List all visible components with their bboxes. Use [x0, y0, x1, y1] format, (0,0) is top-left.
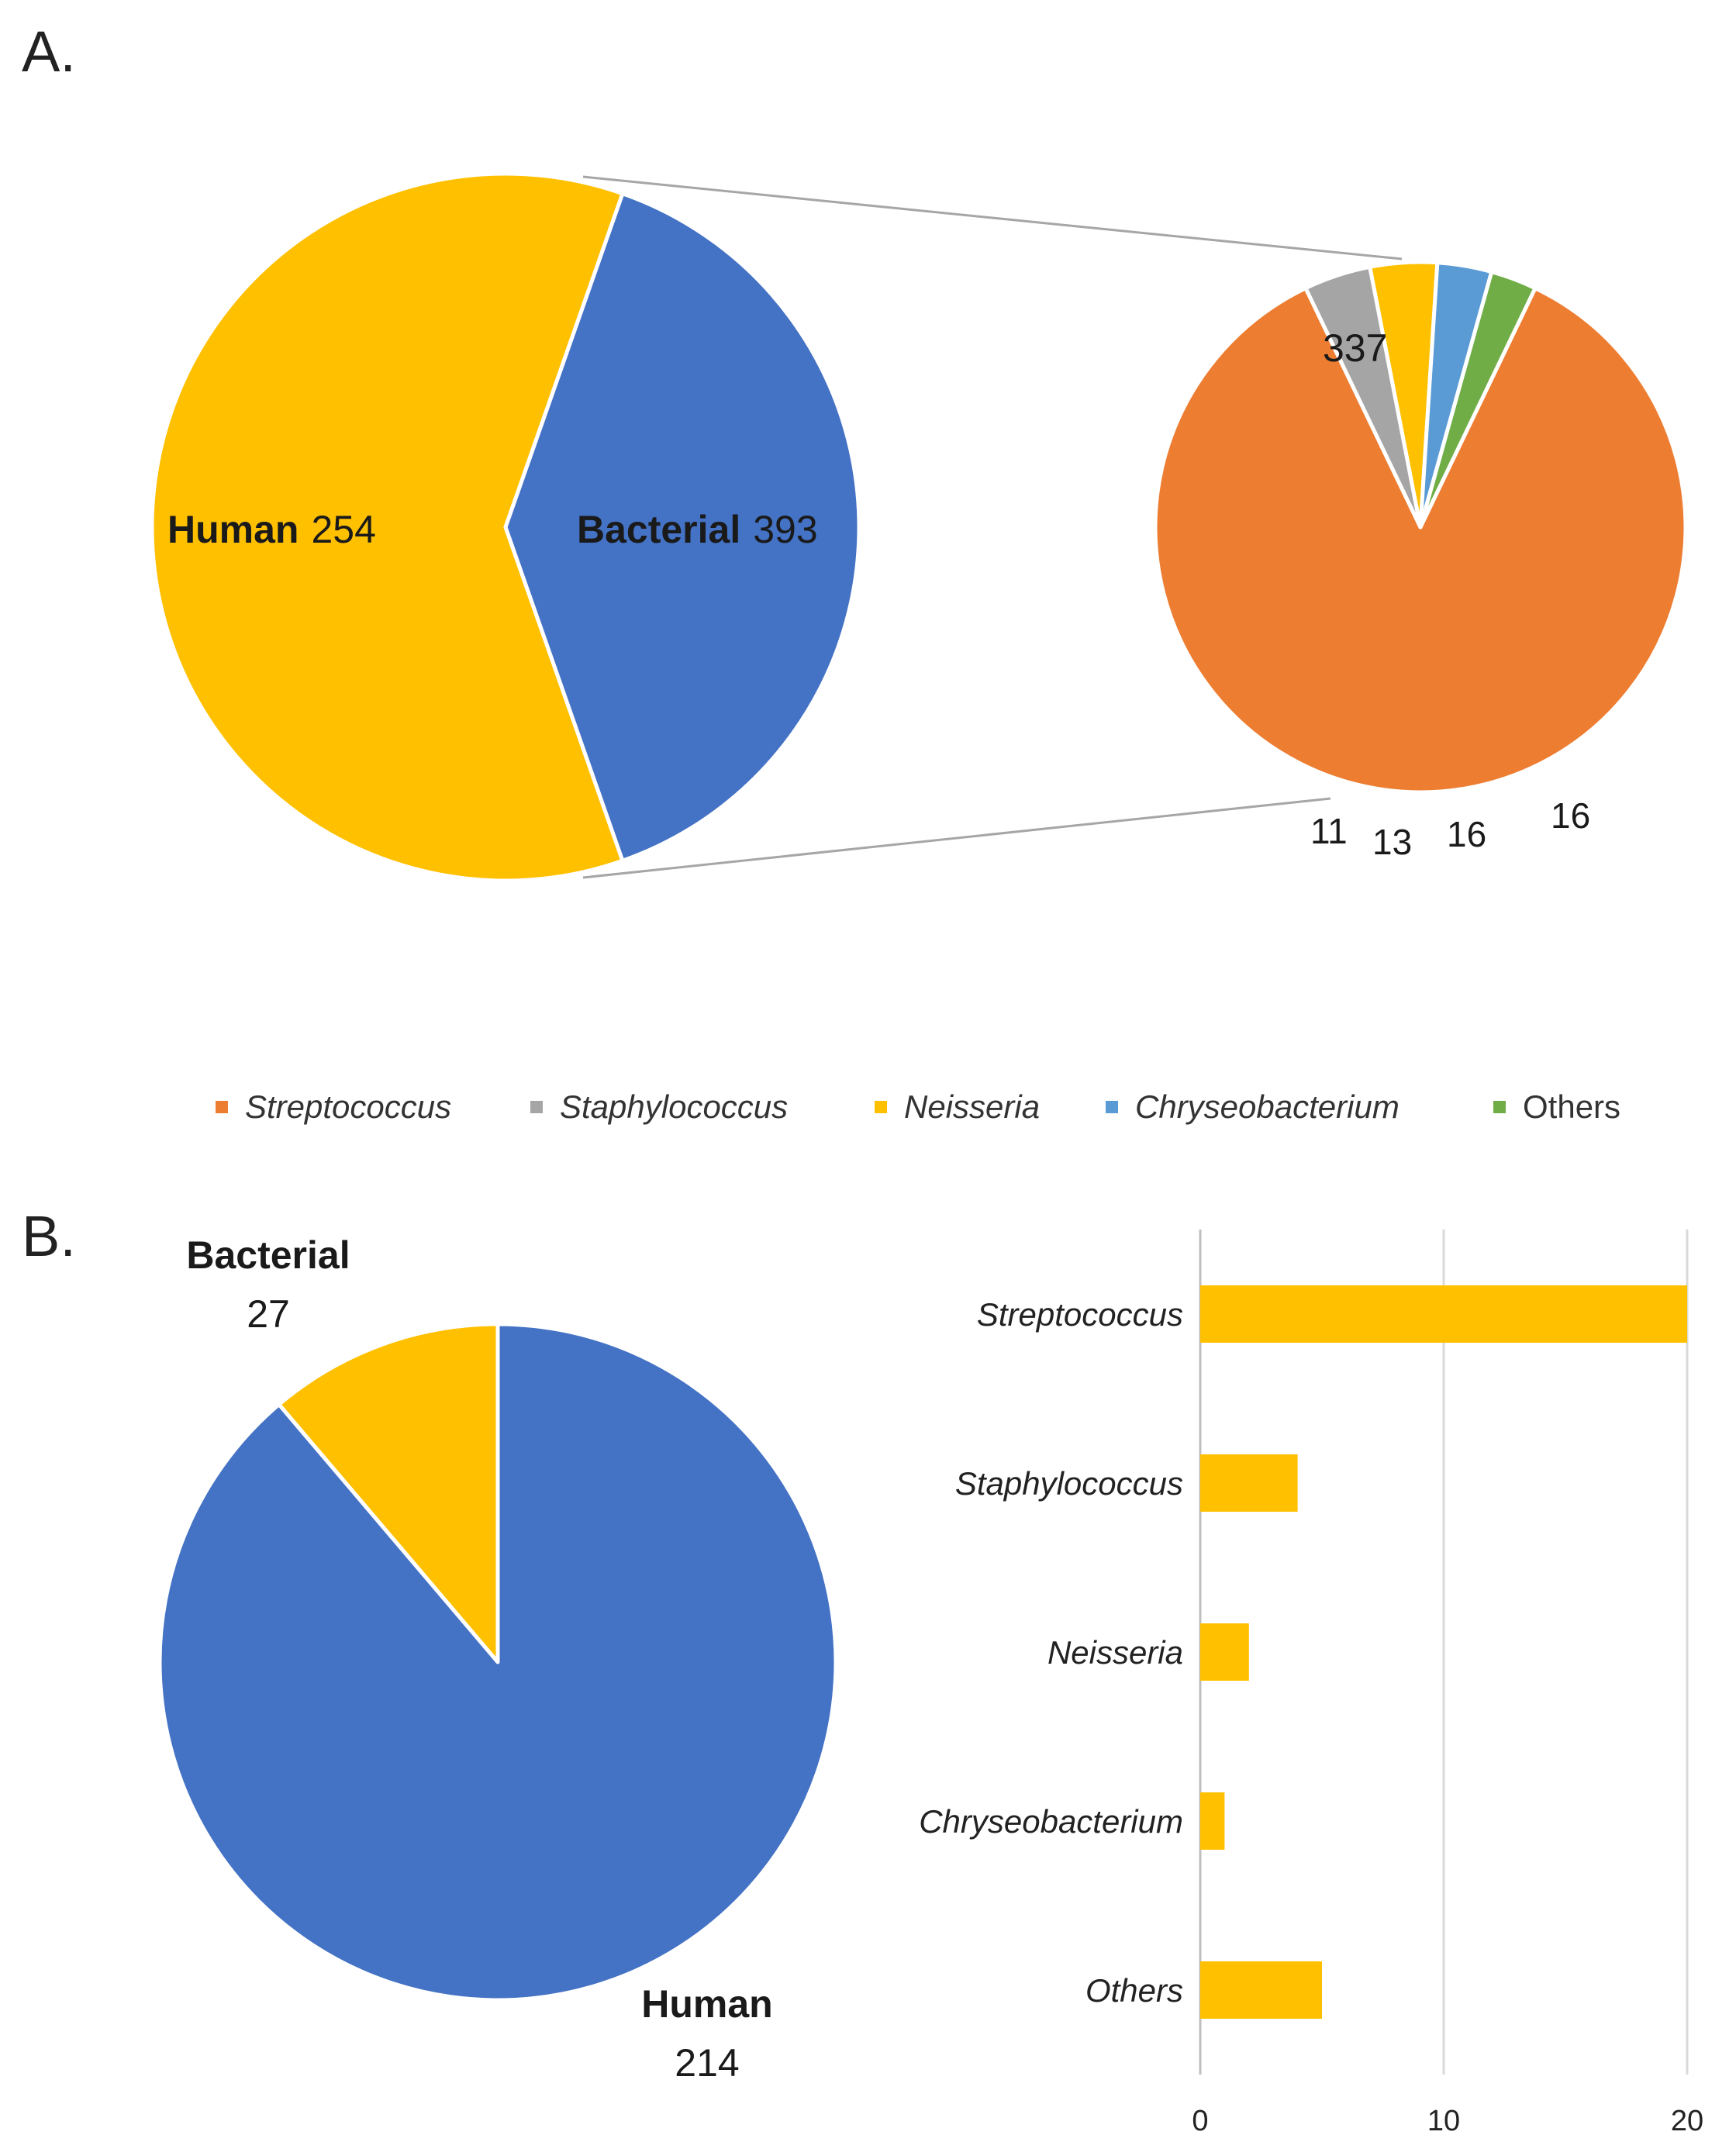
bar-streptococcus	[1200, 1285, 1687, 1343]
bar-chart-b: 0 10 20 Streptococcus Staphylococcus Neisseri…	[919, 1230, 1703, 2137]
pie-a-bacterial-name: Bacterial	[577, 508, 740, 551]
pie-a-bacterial-value: 393	[753, 508, 817, 551]
category-label-staphylococcus: Staphylococcus	[955, 1465, 1183, 1502]
legend-label-neisseria: Neisseria	[904, 1088, 1040, 1125]
pie-a-human-label: Human 254	[167, 508, 376, 551]
pie-b-slice-human	[157, 1322, 838, 2002]
x-tick-label-0: 0	[1192, 2105, 1208, 2137]
legend-swatch-streptococcus	[216, 1101, 228, 1113]
legend-swatch-neisseria	[875, 1101, 887, 1113]
pie-a-bacterial-label: Bacterial 393	[577, 508, 818, 551]
breakdown-others-value: 11	[1310, 811, 1348, 851]
pie-a-breakdown-slice-streptococcus	[1153, 286, 1688, 795]
breakdown-chryseobacterium-value: 13	[1372, 822, 1412, 862]
legend-label-chryseobacterium: Chryseobacterium	[1135, 1088, 1399, 1125]
connector-line-top	[582, 175, 1403, 260]
pie-chart-a-breakdown	[1153, 260, 1688, 795]
pie-a-human-name: Human	[167, 508, 299, 551]
legend-label-staphylococcus: Staphylococcus	[560, 1088, 788, 1125]
pie-a-slice-human	[503, 191, 861, 863]
pie-b-human-name: Human	[641, 1982, 772, 2026]
category-label-others: Others	[1085, 1972, 1183, 2009]
x-tick-label-20: 20	[1671, 2105, 1703, 2137]
panel-label-a: A.	[22, 19, 76, 84]
bar-neisseria	[1200, 1623, 1249, 1681]
category-label-streptococcus: Streptococcus	[977, 1296, 1183, 1333]
pie-a-breakdown-slice-others	[1418, 270, 1538, 529]
bar-chryseobacterium	[1200, 1792, 1225, 1850]
legend-label-others: Others	[1523, 1088, 1620, 1125]
pie-b-human-value: 214	[675, 2041, 739, 2085]
legend: Streptococcus Staphylococcus Neisseria C…	[216, 1088, 1620, 1125]
pie-b-slice-bacterial	[277, 1322, 500, 1664]
category-label-neisseria: Neisseria	[1047, 1634, 1183, 1671]
breakdown-streptococcus-value: 337	[1323, 326, 1387, 370]
breakdown-staphylococcus-value: 16	[1551, 795, 1590, 836]
category-label-chryseobacterium: Chryseobacterium	[919, 1803, 1183, 1840]
x-tick-label-10: 10	[1427, 2105, 1460, 2137]
connector-line-bottom	[582, 797, 1331, 879]
pie-b-bacterial-value: 27	[247, 1292, 290, 1336]
pie-b-bacterial-name: Bacterial	[186, 1233, 350, 1277]
pie-chart-b-main	[157, 1322, 838, 2002]
bar-others	[1200, 1961, 1322, 2019]
panel-label-b: B.	[22, 1204, 76, 1268]
pie-a-human-value: 254	[311, 508, 375, 551]
legend-swatch-others	[1493, 1101, 1506, 1113]
breakdown-neisseria-value: 16	[1447, 814, 1486, 854]
legend-label-streptococcus: Streptococcus	[245, 1088, 451, 1125]
pie-a-slice-bacterial	[150, 171, 625, 883]
legend-swatch-staphylococcus	[530, 1101, 543, 1113]
bar-staphylococcus	[1200, 1454, 1298, 1512]
legend-swatch-chryseobacterium	[1106, 1101, 1118, 1113]
pie-chart-a-main	[150, 171, 861, 883]
